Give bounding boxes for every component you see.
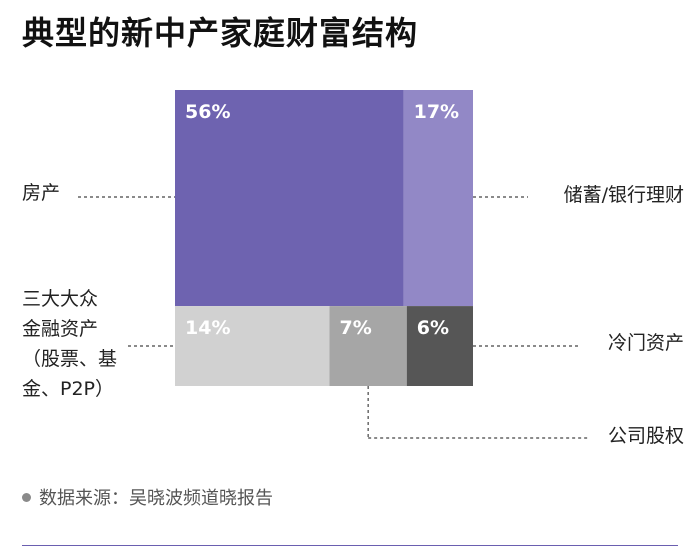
bottom-divider (22, 545, 678, 546)
label-niche: 冷门资产 (607, 332, 684, 354)
rect-property (175, 90, 404, 307)
value-label-savings: 17% (414, 101, 459, 123)
source-text: 数据来源：吴晓波频道晓报告 (39, 488, 273, 509)
rect-niche (406, 306, 473, 386)
label-mass-assets-line-4: 金、P2P） (22, 378, 115, 400)
rect-savings (403, 90, 473, 307)
label-mass-assets-line-3: （股票、基 (22, 348, 118, 370)
value-label-niche: 6% (417, 317, 449, 339)
source-note: 数据来源：吴晓波频道晓报告 (22, 484, 273, 510)
value-label-property: 56% (185, 101, 230, 123)
label-mass-assets-line-2: 金融资产 (22, 318, 99, 340)
label-equity: 公司股权 (607, 425, 684, 447)
rect-equity (329, 306, 407, 386)
label-mass-assets: 三大大众 金融资产 （股票、基 金、P2P） (22, 284, 117, 404)
rect-mass-assets (175, 306, 330, 386)
value-label-mass-assets: 14% (185, 317, 230, 339)
label-property: 房产 (22, 182, 61, 204)
value-label-equity: 7% (340, 317, 372, 339)
bullet-dot-icon (22, 492, 31, 502)
label-savings: 储蓄/银行理财 (563, 184, 684, 206)
chart-title: 典型的新中产家庭财富结构 (22, 14, 419, 52)
label-mass-assets-line-1: 三大大众 (22, 288, 99, 310)
